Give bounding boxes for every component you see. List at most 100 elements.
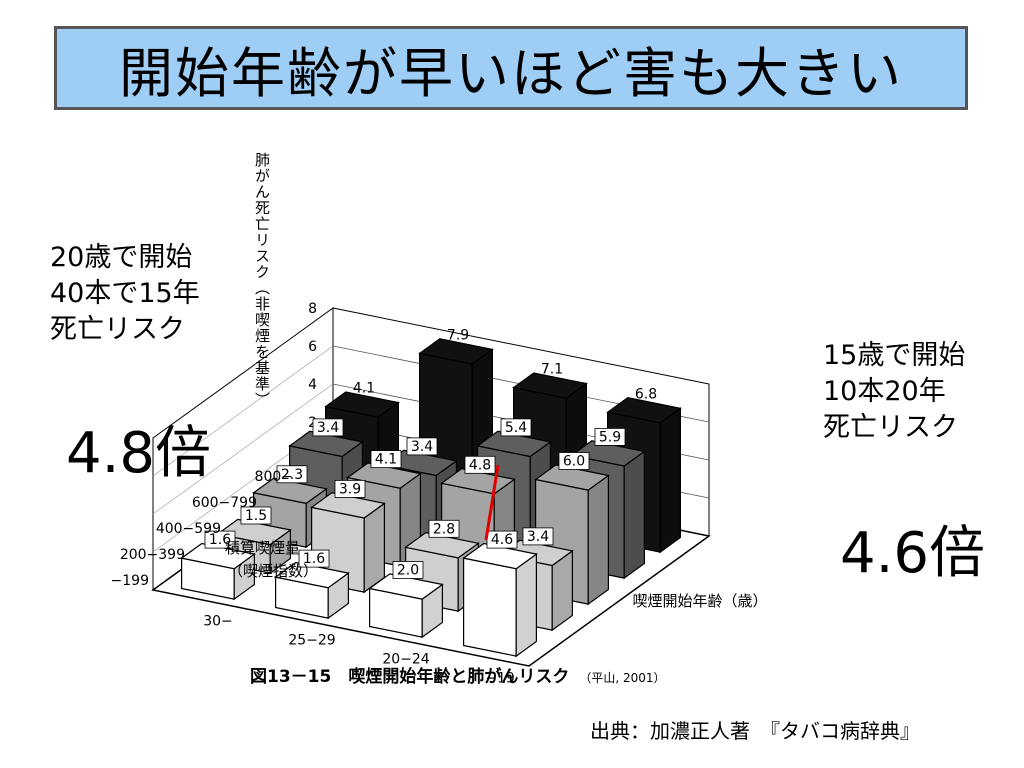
bar-value-label-text: 4.1 xyxy=(375,452,397,468)
bar-side-shade xyxy=(588,475,609,605)
bar-value-label: 1.6 xyxy=(298,549,330,568)
bar-value-label: 4.1 xyxy=(370,450,402,469)
col-tick-label: 25−29 xyxy=(288,633,335,649)
bar-value-label-text: 3.4 xyxy=(527,529,549,545)
bar-value-label: 7.1 xyxy=(541,362,563,378)
bar-value-label: 3.4 xyxy=(406,437,438,456)
bar-side-shade xyxy=(552,550,573,631)
bar-value-label-box xyxy=(240,506,272,525)
bar-side-shade xyxy=(422,584,443,638)
bar-value-label-text: 1.5 xyxy=(245,508,267,524)
bar-value-label-text: 1.6 xyxy=(303,551,325,567)
bar-value-label-box xyxy=(298,549,330,568)
col-tick-label: 30− xyxy=(203,614,233,630)
right-note-line: 死亡リスク xyxy=(823,412,958,443)
page-title: 開始年齢が早いほど害も大きい xyxy=(54,26,968,110)
bar-value-label-text: 7.1 xyxy=(541,362,563,378)
bar xyxy=(180,542,256,601)
bar-value-label: 3.4 xyxy=(522,527,554,546)
right-note: 15歳で開始 10本20年 死亡リスク xyxy=(823,338,965,446)
y-tick-label: 8 xyxy=(308,301,317,317)
bar-value-label-box xyxy=(558,452,590,470)
bar-value-label-text: 7.9 xyxy=(447,327,469,343)
row-tick-label: 200−399 xyxy=(120,547,185,563)
bar-value-label-box xyxy=(370,450,402,469)
y-tick-label: 6 xyxy=(308,339,317,355)
bar-value-label-box xyxy=(334,479,366,498)
bar-value-label-box xyxy=(276,465,308,484)
bar-top-face xyxy=(274,561,350,589)
row-axis-label: （喫煙指数） xyxy=(228,562,318,580)
bar-value-label-text: 6.0 xyxy=(563,454,585,470)
bar-value-label-box xyxy=(522,527,554,546)
bar-value-label: 4.1 xyxy=(353,381,375,397)
bar-value-label: 2.8 xyxy=(428,519,460,538)
bar-value-label: 5.9 xyxy=(594,427,626,446)
bar-top-face xyxy=(310,492,386,519)
row-tick-label: 800− xyxy=(255,469,293,485)
col-tick-label: −19 xyxy=(485,671,515,687)
bar-side-shade xyxy=(516,554,537,657)
bar-value-label-text: 3.4 xyxy=(317,420,339,436)
bar-value-label: 4.6 xyxy=(486,530,518,549)
bar-top-face xyxy=(324,391,400,418)
bar-value-label-box xyxy=(464,455,496,474)
bar-top-face xyxy=(418,338,494,365)
bar-top-face xyxy=(534,464,610,491)
bar-top-face xyxy=(512,372,588,399)
bar-top-face xyxy=(346,462,422,489)
bar-top-face xyxy=(476,430,552,458)
bar-value-label-box xyxy=(594,427,626,446)
bar-value-label: 5.4 xyxy=(500,418,532,437)
bar-value-label-box xyxy=(428,519,460,538)
y-axis-label: 肺がん死亡リスク（非喫煙を基準） xyxy=(253,152,271,408)
bar-value-label-text: 5.4 xyxy=(505,420,527,436)
bar-top-face xyxy=(606,397,682,424)
bar-value-label-text: 2.3 xyxy=(281,467,303,483)
caption-cite: （平山, 2001） xyxy=(579,671,666,685)
row-tick-label: 400−599 xyxy=(156,521,221,537)
chart-plot: 02468肺がん死亡リスク（非喫煙を基準）6.87.17.94.15.95.43… xyxy=(111,152,768,687)
bar-value-label-box xyxy=(406,437,438,456)
bar xyxy=(368,573,444,639)
bar-side-shade xyxy=(624,451,645,579)
row-axis-label: 積算喫煙量 xyxy=(225,539,300,557)
bar-value-label-text: 4.6 xyxy=(491,532,513,548)
bar-front-face xyxy=(463,557,517,657)
bar-top-face xyxy=(570,440,646,467)
bar-value-label: 2.3 xyxy=(276,465,308,484)
left-note-line: 40本で15年 xyxy=(50,278,200,309)
y-tick-label: 2 xyxy=(308,415,317,431)
bar-value-label-box xyxy=(204,530,236,549)
col-tick-label: 20−24 xyxy=(382,652,429,668)
bar-value-label: 1.6 xyxy=(204,530,236,549)
bar-value-label: 1.5 xyxy=(240,506,272,525)
bar-value-label: 3.9 xyxy=(334,479,366,498)
left-note-line: 20歳で開始 xyxy=(50,242,193,273)
col-axis-label: 喫煙開始年齢（歳） xyxy=(632,592,767,610)
row-tick-label: 600−799 xyxy=(192,495,257,511)
source-note: 出典：加濃正人著 『タバコ病辞典』 xyxy=(590,719,920,743)
bar-value-label-text: 2.8 xyxy=(433,521,455,537)
bar-value-label-box xyxy=(392,561,424,579)
bar-value-label: 3.4 xyxy=(312,418,344,437)
row-tick-label: −199 xyxy=(111,573,149,589)
bar-top-face xyxy=(180,542,256,570)
bar-value-label-text: 6.8 xyxy=(635,386,657,402)
bar-top-face xyxy=(462,542,538,570)
y-tick-label: 4 xyxy=(308,377,317,393)
bar-side-shade xyxy=(364,503,385,593)
gridline xyxy=(152,383,334,515)
bar-value-label-text: 1.6 xyxy=(209,532,231,548)
right-note-line: 15歳で開始 xyxy=(823,340,966,371)
bar-value-label: 7.9 xyxy=(447,327,469,343)
bar-value-label: 4.8 xyxy=(464,455,496,474)
gridline xyxy=(152,345,334,477)
left-note-value: 4.8倍 xyxy=(66,421,212,486)
bar-top-face xyxy=(288,430,364,458)
bar-top-face xyxy=(404,532,480,559)
left-note: 20歳で開始 40本で15年 死亡リスク xyxy=(50,240,200,348)
bar-value-label-box xyxy=(312,418,344,437)
bar-top-face xyxy=(252,477,328,505)
